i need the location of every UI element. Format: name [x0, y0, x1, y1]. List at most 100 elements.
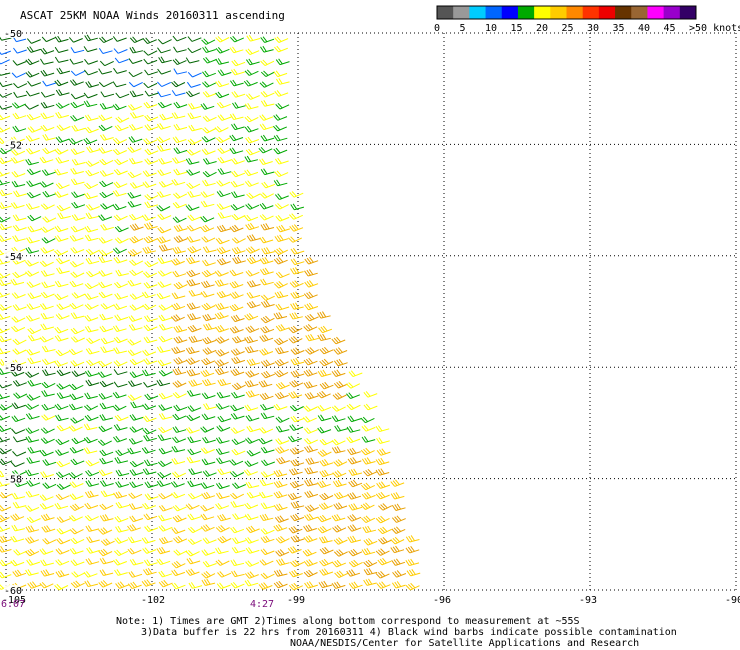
wind-barb — [201, 549, 216, 556]
wind-barb — [245, 560, 260, 567]
wind-barb — [56, 392, 71, 399]
wind-barb — [70, 537, 85, 545]
wind-barb — [0, 291, 10, 298]
wind-barb — [185, 427, 200, 434]
wind-barb — [229, 291, 244, 299]
wind-barb — [347, 535, 362, 543]
wind-barb — [260, 548, 275, 556]
wind-barb — [112, 103, 127, 111]
wind-barb — [217, 212, 232, 219]
wind-barb — [12, 501, 27, 509]
wind-barb — [54, 148, 69, 155]
wind-barb — [217, 69, 232, 76]
wind-barb — [128, 315, 143, 322]
wind-barb — [99, 249, 114, 257]
wind-barb — [245, 222, 260, 231]
wind-barb — [84, 234, 99, 242]
wind-barb — [202, 115, 217, 122]
wind-barb — [258, 380, 273, 388]
wind-barb — [98, 68, 112, 75]
wind-barb — [186, 256, 200, 265]
wind-barb — [25, 548, 40, 557]
wind-barb — [200, 504, 215, 512]
wind-barb — [39, 336, 54, 343]
wind-barb — [127, 171, 142, 179]
wind-barb — [171, 457, 186, 465]
wind-barb — [246, 234, 261, 242]
wind-barb — [143, 235, 158, 244]
wind-barb — [303, 569, 318, 578]
wind-barb — [214, 367, 229, 376]
wind-barb — [114, 456, 129, 464]
wind-barb — [85, 257, 100, 265]
wind-barb — [274, 234, 289, 243]
wind-barb — [13, 91, 27, 98]
wind-barb — [346, 403, 361, 411]
wind-barb — [114, 225, 129, 233]
wind-barb — [113, 369, 128, 376]
wind-barb — [187, 47, 202, 54]
wind-barb — [405, 546, 420, 554]
wind-barb — [375, 515, 390, 524]
wind-barb — [84, 325, 99, 333]
wind-barb — [289, 379, 304, 388]
wind-barb — [215, 403, 230, 410]
wind-barb — [185, 503, 200, 510]
wind-barb — [200, 524, 215, 532]
wind-barb — [158, 244, 173, 252]
wind-barb — [84, 34, 98, 42]
wind-barb — [157, 281, 172, 288]
wind-barb — [142, 428, 157, 435]
wind-barb — [156, 346, 171, 353]
wind-barb — [319, 438, 334, 446]
wind-barb — [39, 548, 54, 555]
wind-barb — [0, 545, 12, 553]
wind-barb — [128, 71, 143, 78]
wind-barb — [348, 479, 363, 488]
wind-barb — [56, 303, 71, 310]
wind-barb — [230, 158, 245, 165]
wind-barb — [217, 168, 232, 175]
wind-barb — [187, 138, 202, 145]
wind-barb — [24, 104, 39, 110]
wind-barb — [304, 479, 318, 487]
wind-barb — [141, 537, 156, 544]
wind-barb — [27, 446, 42, 454]
wind-barb — [187, 214, 202, 222]
wind-barb — [216, 101, 231, 109]
wind-barb — [304, 490, 319, 498]
wind-barb — [112, 148, 127, 156]
wind-barb — [0, 347, 11, 355]
wind-barb — [231, 91, 246, 98]
wind-barb — [275, 549, 290, 557]
wind-barb — [84, 58, 98, 65]
colorbar-label: 0 — [434, 23, 440, 34]
wind-barb — [113, 67, 127, 74]
wind-barb — [304, 302, 319, 311]
wind-barb — [245, 547, 260, 554]
wind-barb — [378, 536, 392, 545]
wind-barb — [71, 214, 86, 221]
wind-barb — [303, 324, 318, 332]
wind-barb — [0, 458, 13, 466]
wind-barb — [27, 581, 42, 589]
wind-barb — [141, 214, 156, 221]
wind-barb — [230, 427, 245, 434]
wind-barb — [331, 405, 346, 412]
wind-barb — [317, 426, 332, 434]
wind-barb — [27, 80, 42, 87]
wind-barb — [57, 212, 71, 220]
wind-barb — [230, 348, 245, 356]
wind-barb — [158, 426, 173, 434]
wind-barb — [245, 58, 260, 66]
wind-barb — [215, 36, 230, 43]
wind-barb — [363, 568, 378, 576]
wind-barb — [85, 379, 100, 387]
colorbar-label: 20 — [536, 23, 548, 34]
wind-barb — [114, 158, 129, 166]
wind-barb — [348, 581, 363, 589]
wind-barb — [127, 279, 142, 287]
wind-barb — [26, 394, 41, 401]
wind-barb — [99, 457, 114, 465]
wind-barb — [84, 404, 99, 411]
